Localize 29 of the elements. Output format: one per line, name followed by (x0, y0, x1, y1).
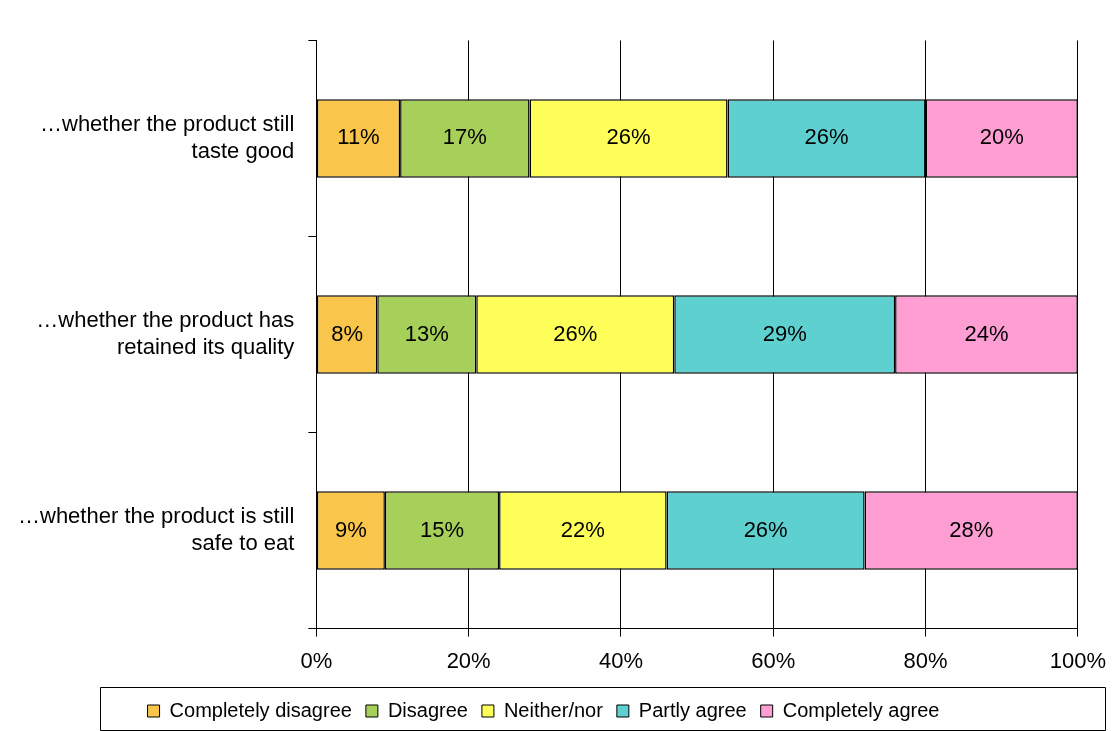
data-label: 28% (949, 516, 994, 542)
data-label: 15% (419, 516, 465, 542)
legend-label: Disagree (387, 698, 468, 721)
data-label: 26% (743, 516, 788, 542)
legend-label: Neither/nor (503, 698, 604, 721)
y-tick-label: …whether the product still taste good (40, 111, 295, 163)
legend-label: Completely agree (782, 698, 940, 721)
data-label: 26% (804, 124, 849, 150)
y-tick-label: …whether the product has retained its quality (36, 307, 295, 359)
data-label: 8% (331, 320, 363, 346)
legend-label: Partly agree (638, 698, 747, 721)
x-tick-label: 0% (300, 647, 333, 673)
data-label: 22% (560, 516, 605, 542)
x-tick-label: 100% (1049, 647, 1107, 673)
data-label: 29% (762, 320, 807, 346)
data-label: 13% (404, 320, 449, 346)
data-label: 26% (606, 124, 651, 150)
data-label: 11% (337, 124, 380, 150)
data-label: 17% (442, 124, 487, 150)
x-tick-label: 80% (903, 647, 948, 673)
data-label: 24% (964, 320, 1009, 346)
x-tick-label: 40% (598, 647, 643, 673)
data-label: 9% (334, 516, 367, 542)
y-tick-label: …whether the product is still safe to eat (18, 503, 295, 555)
x-tick-label: 60% (751, 647, 796, 673)
data-label: 20% (979, 124, 1024, 150)
data-label: 26% (553, 320, 598, 346)
x-tick-label: 20% (446, 647, 491, 673)
legend-label: Completely disagree (169, 698, 352, 721)
